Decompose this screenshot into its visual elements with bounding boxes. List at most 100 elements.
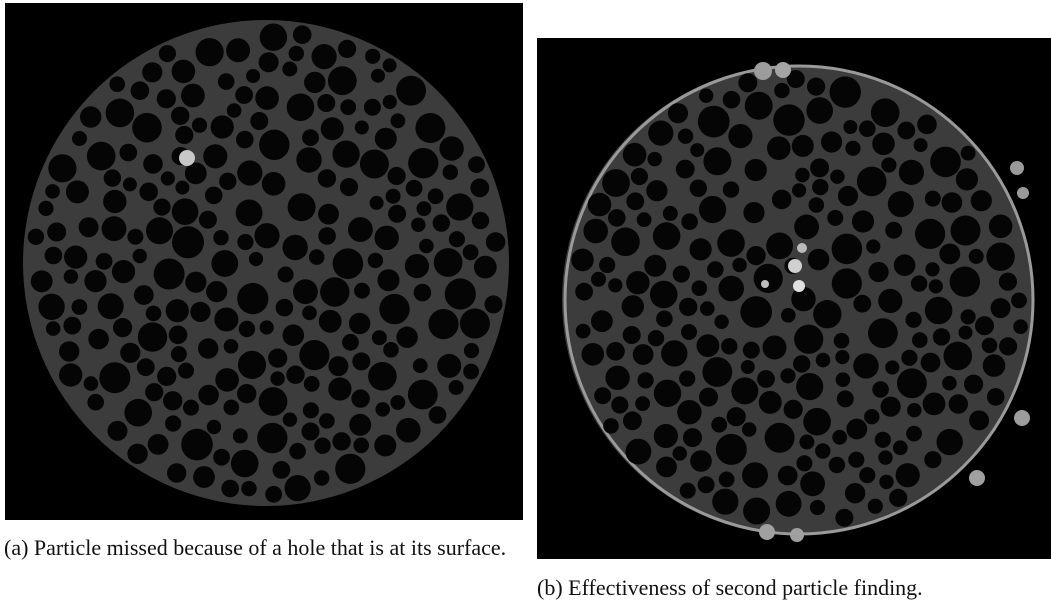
particle (731, 377, 758, 404)
particle (45, 247, 63, 265)
particle (282, 62, 297, 77)
particle (626, 271, 649, 294)
particle (312, 44, 337, 69)
particle (644, 255, 666, 277)
particle (368, 253, 383, 268)
bright-spot (754, 62, 772, 80)
particle (959, 326, 973, 340)
particle (723, 181, 739, 197)
particle (808, 249, 830, 271)
particle (961, 146, 976, 161)
particle (250, 112, 268, 130)
particle (885, 360, 899, 374)
particle (338, 40, 356, 58)
particle (699, 388, 718, 407)
particle (213, 230, 228, 245)
particle (917, 115, 937, 135)
particle (353, 438, 369, 454)
particle (309, 249, 325, 265)
particle (679, 371, 695, 387)
particle (680, 483, 696, 499)
particle (388, 167, 406, 185)
particle (319, 310, 342, 333)
particle (109, 76, 125, 92)
particle (221, 480, 239, 498)
particle (983, 354, 1006, 377)
particle (460, 309, 490, 339)
particle (127, 229, 143, 245)
particle (897, 122, 915, 140)
particle (964, 375, 983, 394)
particle (320, 277, 349, 306)
particle (864, 409, 879, 424)
particle (96, 253, 113, 270)
particle (428, 309, 458, 339)
particle (635, 396, 650, 411)
particle (408, 148, 438, 178)
particle (654, 424, 678, 448)
particle (832, 430, 847, 445)
particle (360, 150, 389, 179)
particle (894, 254, 916, 276)
particle (414, 284, 432, 302)
particle (161, 171, 175, 185)
particle (871, 98, 900, 127)
particle (681, 213, 698, 230)
particle (299, 340, 329, 370)
particle (259, 130, 289, 160)
particle (390, 395, 405, 410)
particle (743, 342, 760, 359)
particle (354, 283, 370, 299)
particle (845, 483, 865, 503)
particle (605, 366, 629, 390)
particle (120, 343, 140, 363)
particle (611, 396, 628, 413)
particle (190, 302, 210, 322)
particle (853, 295, 871, 313)
particle (415, 113, 445, 143)
particle (171, 107, 189, 125)
bright-spot (1010, 161, 1024, 175)
particle (738, 73, 757, 92)
particle (474, 256, 497, 279)
particle (429, 406, 447, 424)
particle (631, 168, 648, 185)
particle (800, 471, 825, 496)
particle (206, 281, 227, 302)
particle (650, 281, 678, 309)
particle (428, 188, 444, 204)
particle (582, 343, 605, 366)
particle (745, 92, 773, 120)
particle (143, 154, 163, 174)
particle (283, 413, 297, 427)
particle (237, 160, 262, 185)
particle (795, 168, 809, 182)
particle (314, 438, 330, 454)
particle (986, 243, 1014, 271)
particle (406, 180, 423, 197)
particle (260, 320, 274, 334)
particle (690, 180, 707, 197)
bright-spot (797, 243, 807, 253)
particle (46, 321, 61, 336)
particle (153, 199, 170, 216)
particle (38, 201, 53, 216)
particle (88, 329, 109, 350)
particle (265, 486, 282, 503)
particle (702, 357, 732, 387)
particle (192, 118, 207, 133)
particle (472, 212, 489, 229)
particle (446, 193, 473, 220)
particle (28, 229, 44, 245)
particle (1011, 293, 1027, 309)
particle (235, 86, 253, 104)
particle (127, 444, 147, 464)
particle (449, 231, 465, 247)
particle (237, 384, 256, 403)
particle (707, 261, 724, 278)
bright-spot (1014, 410, 1030, 426)
particle (171, 346, 187, 362)
particle (386, 189, 401, 204)
particle (679, 298, 697, 316)
particle (59, 363, 82, 386)
